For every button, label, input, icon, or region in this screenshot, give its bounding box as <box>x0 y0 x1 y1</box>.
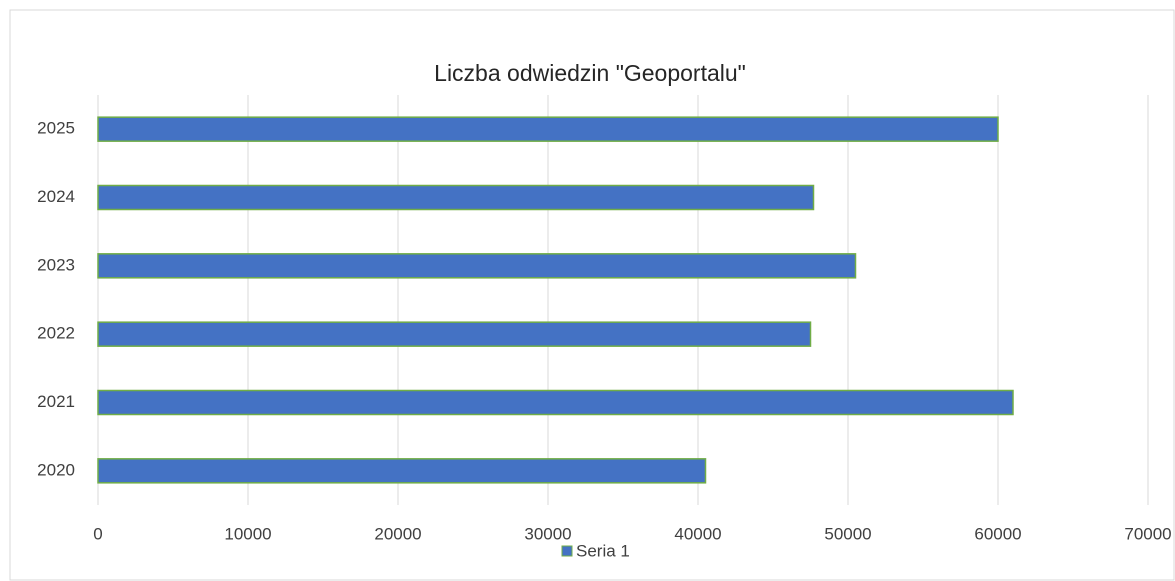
bar <box>97 253 857 279</box>
legend-swatch <box>561 545 573 557</box>
y-tick-label: 2024 <box>37 187 75 206</box>
y-tick-label: 2020 <box>37 460 75 479</box>
y-tick-label: 2025 <box>37 119 75 138</box>
legend-label: Seria 1 <box>576 541 630 560</box>
chart-title: Liczba odwiedzin "Geoportalu" <box>434 60 746 86</box>
chart-frame <box>9 9 1175 581</box>
x-tick-label: 0 <box>93 524 102 543</box>
bar <box>97 389 1014 416</box>
x-tick-label: 50000 <box>824 524 871 543</box>
bar <box>97 321 812 347</box>
x-tick-label: 70000 <box>1124 524 1171 543</box>
y-tick-label: 2021 <box>37 392 75 411</box>
x-tick-label: 60000 <box>974 524 1021 543</box>
y-tick-label: 2023 <box>37 255 75 274</box>
x-tick-label: 30000 <box>524 524 571 543</box>
x-tick-label: 10000 <box>224 524 271 543</box>
x-tick-label: 20000 <box>374 524 421 543</box>
bar <box>97 458 707 484</box>
bar <box>97 184 815 211</box>
y-tick-label: 2022 <box>37 324 75 343</box>
bar <box>97 116 999 142</box>
x-tick-label: 40000 <box>674 524 721 543</box>
